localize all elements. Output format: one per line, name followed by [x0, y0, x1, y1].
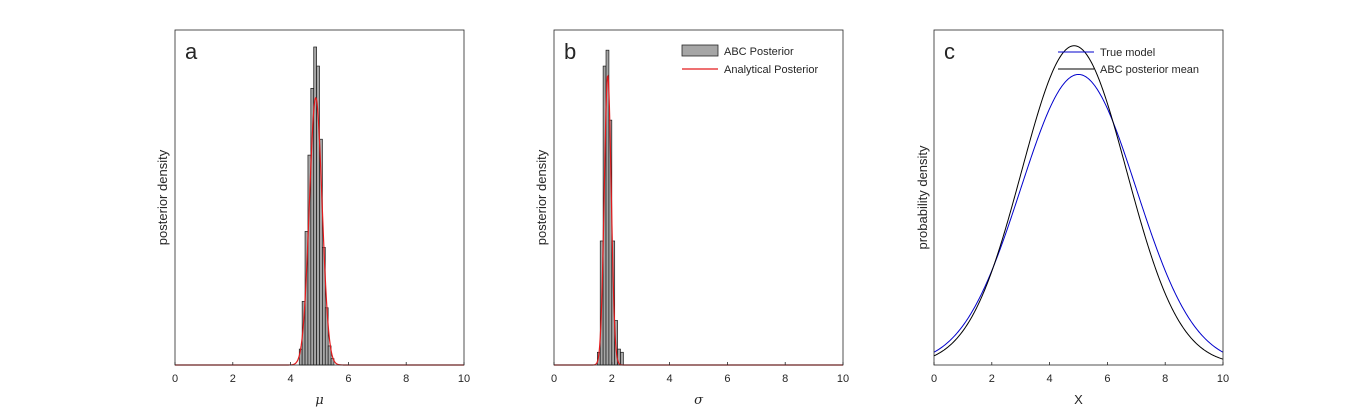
x-tick-label-c-2: 4: [1047, 373, 1053, 385]
x-tick-label-a-3: 6: [345, 373, 351, 385]
panel-letter-a: a: [185, 39, 198, 64]
legend-c: True model ABC posterior mean: [1058, 47, 1199, 76]
x-tick-label-a-4: 8: [403, 373, 409, 385]
x-tick-label-c-5: 10: [1217, 373, 1229, 385]
x-tick-label-b-5: 10: [837, 373, 849, 385]
panel-b: 0 2 4 6 8 10 b σ posterior density ABC Poster…: [534, 29, 849, 408]
x-tick-label-c-4: 8: [1162, 373, 1168, 385]
x-ticks-c: 0 2 4 6 8 10: [931, 362, 1229, 385]
plot-area-b: [554, 30, 843, 365]
x-tick-label-c-0: 0: [931, 373, 937, 385]
panel-letter-b: b: [564, 39, 576, 64]
legend-swatch-abc-posterior: [681, 44, 719, 57]
legend-label-analytical-posterior: Analytical Posterior: [724, 64, 818, 76]
axes-box-b: [553, 29, 844, 366]
axes-box-a: [174, 29, 465, 366]
legend-label-abc-posterior-mean: ABC posterior mean: [1100, 64, 1199, 76]
x-tick-label-c-3: 6: [1104, 373, 1110, 385]
x-axis-label-a: μ: [315, 393, 323, 408]
x-tick-label-a-5: 10: [458, 373, 470, 385]
x-ticks-b: 0 2 4 6 8 10: [551, 362, 849, 385]
x-tick-label-b-1: 2: [609, 373, 615, 385]
legend-b: ABC Posterior Analytical Posterior: [676, 42, 836, 80]
legend-label-true-model: True model: [1100, 47, 1155, 59]
x-ticks-a: 0 2 4 6 8 10: [172, 362, 470, 385]
hist-bar-a-5: [313, 46, 317, 366]
axes-box-c: [933, 29, 1224, 366]
x-tick-label-b-4: 8: [782, 373, 788, 385]
x-tick-label-b-2: 4: [667, 373, 673, 385]
y-axis-label-b: posterior density: [534, 149, 549, 245]
panel-a: 0 2 4 6 8 10 a μ posterior density: [155, 29, 470, 408]
abc-posterior-mean-curve: [933, 45, 1224, 360]
x-tick-label-b-3: 6: [724, 373, 730, 385]
x-axis-label-b: σ: [694, 393, 704, 408]
x-tick-label-a-0: 0: [172, 373, 178, 385]
panel-letter-c: c: [944, 39, 955, 64]
hist-bar-b-8: [620, 351, 624, 366]
legend-label-abc-posterior: ABC Posterior: [724, 46, 794, 58]
y-axis-label-a: posterior density: [155, 149, 170, 245]
x-tick-label-b-0: 0: [551, 373, 557, 385]
true-model-curve: [933, 73, 1224, 353]
x-tick-label-a-2: 4: [288, 373, 294, 385]
x-tick-label-c-1: 2: [989, 373, 995, 385]
x-axis-label-c: X: [1074, 392, 1083, 407]
y-axis-label-c: probability density: [915, 145, 930, 250]
plot-area-c: [934, 30, 1223, 365]
panel-c: 0 2 4 6 8 10 c X probability density True mod…: [915, 29, 1229, 407]
x-tick-label-a-1: 2: [230, 373, 236, 385]
